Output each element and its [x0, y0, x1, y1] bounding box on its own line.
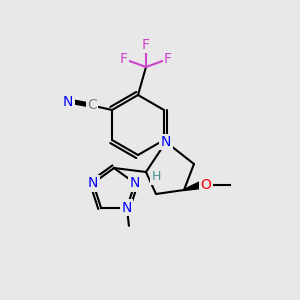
Text: F: F: [164, 52, 172, 66]
Text: N: N: [63, 95, 73, 109]
Text: F: F: [120, 52, 128, 66]
Text: C: C: [87, 98, 97, 112]
Text: N: N: [130, 176, 140, 190]
Text: O: O: [200, 178, 211, 192]
Text: N: N: [122, 201, 132, 215]
Text: F: F: [142, 38, 150, 52]
Text: N: N: [88, 176, 98, 190]
Text: N: N: [161, 135, 171, 149]
Polygon shape: [184, 182, 202, 190]
Text: H: H: [151, 170, 161, 184]
